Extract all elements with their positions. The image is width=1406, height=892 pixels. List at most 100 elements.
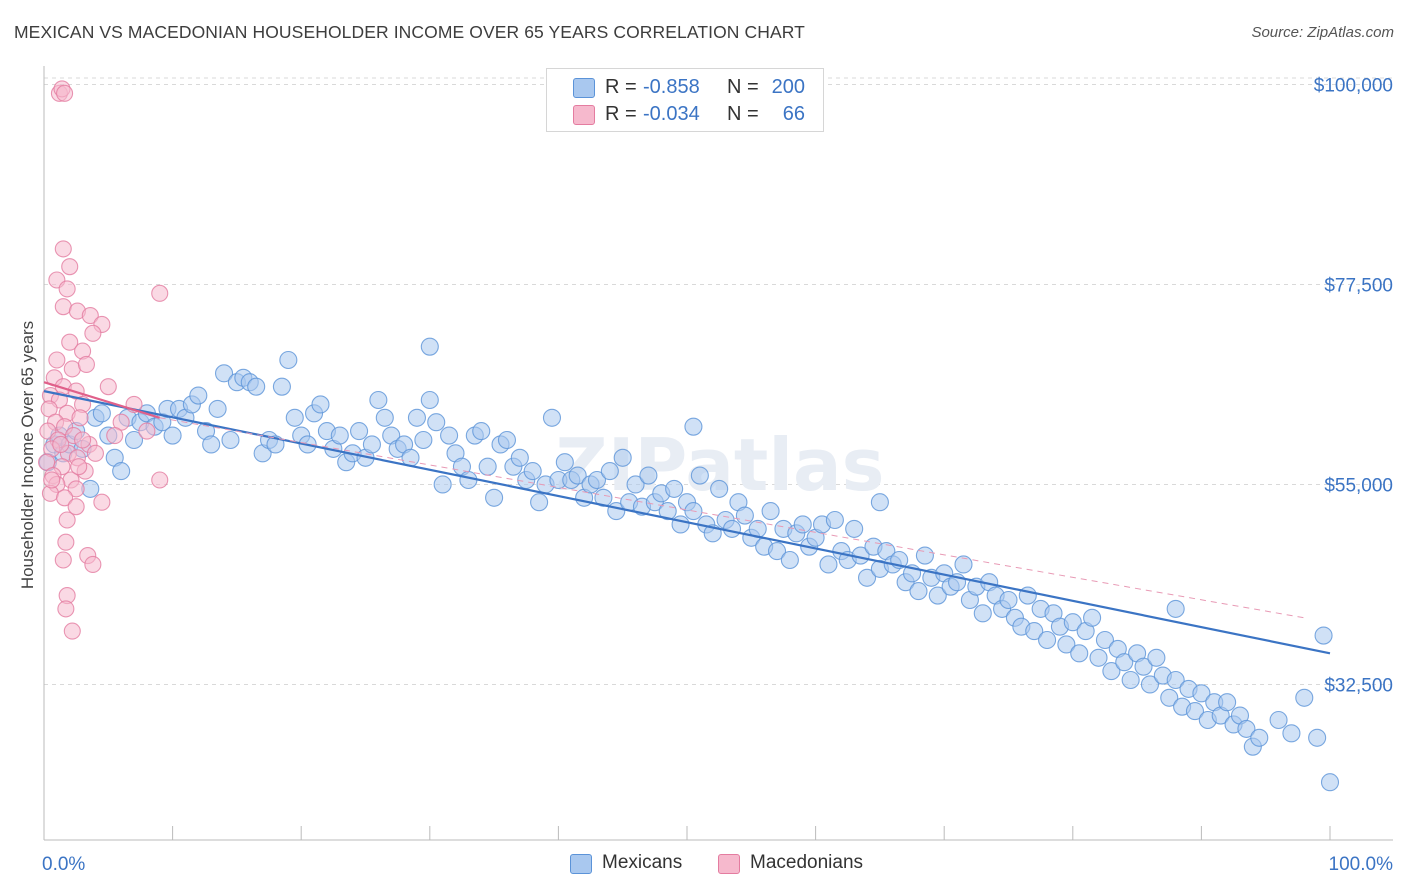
point-mexicans	[208, 399, 227, 418]
point-mexicans	[124, 430, 144, 450]
point-mexicans	[542, 408, 562, 427]
point-mexicans	[1025, 622, 1044, 641]
point-mexicans	[420, 390, 439, 410]
y-tick-labels: $32,500 $55,000 $77,500 $100,000	[1314, 75, 1393, 696]
y-axis-title: Householder Income Over 65 years	[18, 321, 37, 589]
point-mexicans	[909, 582, 928, 601]
point-mexicans	[639, 466, 658, 485]
point-mexicans	[915, 546, 934, 565]
point-macedonians	[58, 511, 76, 529]
point-mexicans	[1095, 630, 1114, 650]
point-mexicans	[780, 550, 799, 570]
y-tick-label: $32,500	[1324, 675, 1393, 696]
point-mexicans	[1269, 710, 1288, 730]
point-mexicans	[999, 590, 1018, 610]
y-tick-label: $100,000	[1314, 75, 1393, 96]
bottom-legend-swatch-mexicans	[570, 854, 592, 874]
point-mexicans	[485, 488, 504, 507]
point-mexicans	[767, 542, 787, 561]
point-mexicans	[1160, 688, 1179, 707]
point-mexicans	[1140, 675, 1160, 694]
legend-n-label: N =	[727, 103, 759, 125]
point-mexicans	[523, 462, 542, 481]
point-macedonians	[48, 351, 66, 369]
point-mexicans	[793, 515, 812, 534]
point-mexicans	[92, 404, 111, 423]
point-mexicans	[369, 390, 388, 410]
bottom-legend-swatch-macedonians	[718, 854, 740, 874]
point-mexicans	[433, 475, 452, 494]
point-mexicans	[420, 337, 439, 356]
point-mexicans	[735, 506, 754, 525]
point-mexicans	[825, 510, 844, 530]
point-mexicans	[1166, 599, 1185, 618]
legend-swatch-macedonians	[573, 105, 595, 125]
point-mexicans	[163, 426, 182, 445]
point-macedonians	[84, 324, 102, 342]
point-macedonians	[54, 240, 72, 258]
point-mexicans	[1147, 648, 1166, 667]
point-mexicans	[1282, 724, 1301, 743]
series-mexicans	[38, 337, 1340, 792]
point-mexicans	[279, 350, 298, 370]
point-macedonians	[54, 551, 72, 569]
point-macedonians	[81, 307, 99, 325]
point-macedonians	[106, 427, 124, 445]
trend-line-macedonians-extended	[159, 417, 1305, 619]
source-label: Source: ZipAtlas.com	[1251, 24, 1394, 41]
point-mexicans	[214, 364, 234, 383]
point-macedonians	[52, 435, 70, 453]
point-mexicans	[330, 426, 349, 445]
point-mexicans	[1295, 688, 1314, 707]
point-mexicans	[1115, 653, 1134, 672]
point-mexicans	[414, 430, 433, 450]
legend-row-mexicans: R = -0.858 N = 200	[547, 74, 823, 102]
point-mexicans	[472, 422, 491, 441]
point-mexicans	[1237, 719, 1256, 738]
point-macedonians	[93, 493, 111, 511]
point-mexicans	[761, 502, 780, 521]
point-mexicans	[311, 395, 330, 414]
chart-title: MEXICAN VS MACEDONIAN HOUSEHOLDER INCOME…	[14, 22, 805, 42]
point-mexicans	[626, 475, 645, 494]
bottom-legend-label: Mexicans	[602, 852, 683, 873]
point-mexicans	[272, 377, 291, 396]
trend-line-macedonians	[43, 381, 161, 419]
point-mexicans	[690, 466, 709, 485]
point-mexicans	[845, 519, 864, 538]
point-macedonians	[57, 600, 75, 618]
point-mexicans	[568, 466, 587, 485]
point-mexicans	[427, 413, 446, 432]
point-mexicans	[510, 448, 529, 467]
point-macedonians	[61, 333, 79, 351]
point-macedonians	[151, 471, 169, 489]
point-macedonians	[61, 258, 79, 276]
point-mexicans	[1057, 635, 1076, 654]
point-mexicans	[710, 479, 729, 498]
point-mexicans	[1192, 684, 1211, 703]
point-mexicans	[1314, 626, 1333, 645]
point-mexicans	[722, 519, 742, 538]
y-tick-label: $77,500	[1324, 275, 1393, 296]
point-macedonians	[84, 555, 102, 573]
x-tick-label-left: 0.0%	[42, 854, 85, 875]
stats-legend: R = -0.858 N = 200 R = -0.034 N = 66	[546, 68, 824, 132]
point-macedonians	[70, 458, 88, 476]
point-mexicans	[587, 470, 607, 490]
legend-r-label: R =	[605, 103, 637, 125]
legend-n-label: N =	[727, 76, 759, 98]
point-mexicans	[1185, 702, 1205, 721]
point-mexicans	[247, 377, 266, 396]
legend-r-label: R =	[605, 76, 637, 98]
point-mexicans	[1250, 728, 1269, 747]
point-mexicans	[1102, 662, 1121, 681]
legend-n-value: 66	[782, 103, 805, 125]
point-mexicans	[285, 408, 304, 427]
point-macedonians	[56, 489, 74, 507]
point-macedonians	[67, 480, 85, 498]
point-mexicans	[613, 448, 632, 467]
point-macedonians	[77, 355, 95, 373]
bottom-legend-label: Macedonians	[750, 852, 864, 873]
point-macedonians	[57, 533, 75, 551]
